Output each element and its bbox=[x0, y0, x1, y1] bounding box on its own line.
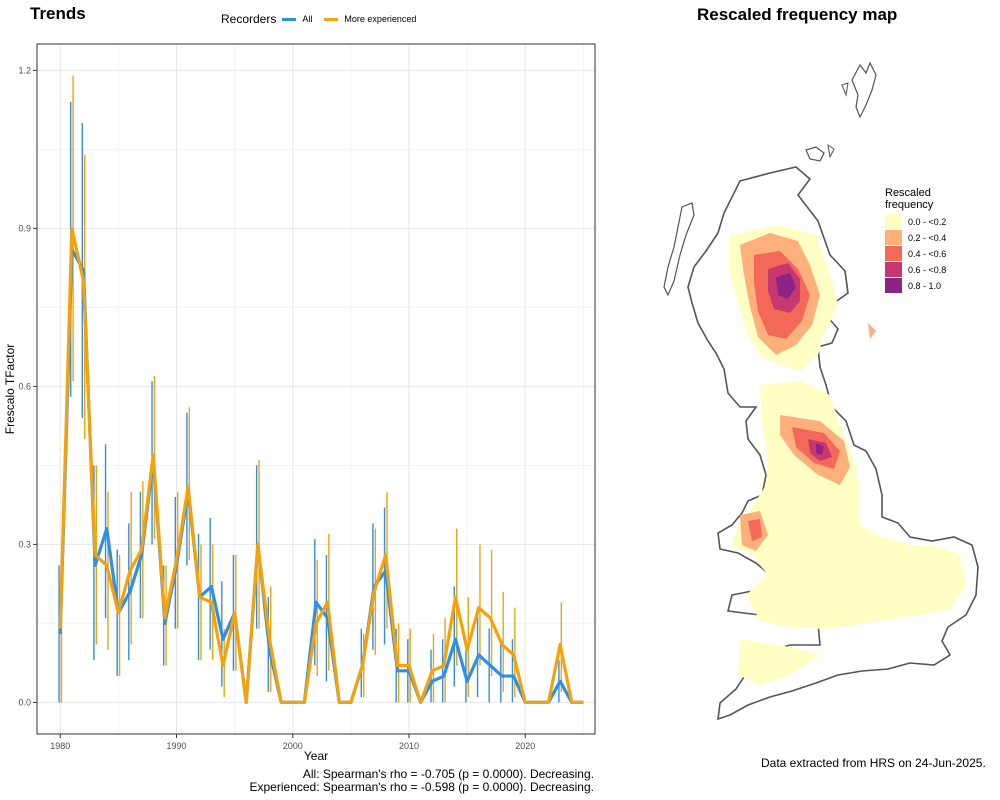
map-legend: Rescaled frequency 0.0 - <0.2 0.2 - <0.4 0… bbox=[885, 187, 946, 294]
y-axis-label: Frescalo TFactor bbox=[3, 344, 17, 434]
plot-frame bbox=[36, 43, 596, 735]
map-legend-title-2: frequency bbox=[885, 199, 934, 211]
map-legend-label: 0.4 - <0.6 bbox=[908, 248, 947, 259]
series-lines bbox=[58, 226, 584, 704]
map-legend-swatch bbox=[885, 214, 902, 229]
y-tick-label: 0.9 bbox=[18, 223, 31, 233]
error-bars bbox=[58, 75, 563, 703]
map-legend-item: 0.0 - <0.2 bbox=[885, 214, 946, 229]
footer-note: Data extracted from HRS on 24-Jun-2025. bbox=[761, 756, 986, 770]
map-legend-item: 0.6 - <0.8 bbox=[885, 262, 946, 277]
legend-label-all: All bbox=[302, 14, 313, 24]
map-legend-label: 0.2 - <0.4 bbox=[908, 232, 947, 243]
frequency-map bbox=[663, 61, 979, 721]
chart-title: Trends bbox=[30, 4, 86, 23]
map-legend-swatch bbox=[885, 278, 902, 293]
stats-all: All: Spearman's rho = -0.705 (p = 0.0000… bbox=[302, 767, 594, 781]
y-tick-label: 0.0 bbox=[18, 697, 31, 707]
map-legend-item: 0.8 - 1.0 bbox=[885, 278, 946, 293]
chart-legend: Recorders All More experienced bbox=[221, 12, 416, 26]
legend-swatch-all bbox=[282, 17, 297, 21]
legend-title: Recorders bbox=[221, 12, 277, 26]
x-tick-label: 2000 bbox=[283, 741, 303, 751]
stats-block: All: Spearman's rho = -0.705 (p = 0.0000… bbox=[250, 768, 595, 794]
y-tick-label: 0.6 bbox=[18, 381, 31, 391]
legend-label-experienced: More experienced bbox=[344, 14, 417, 24]
x-tick-label: 1980 bbox=[50, 741, 70, 751]
map-legend-label: 0.6 - <0.8 bbox=[908, 264, 947, 275]
map-legend-item: 0.2 - <0.4 bbox=[885, 230, 946, 245]
x-tick-label: 1990 bbox=[166, 741, 186, 751]
map-legend-swatch bbox=[885, 246, 902, 261]
shetland-islands bbox=[841, 61, 877, 119]
y-tick-label: 1.2 bbox=[18, 65, 31, 75]
series-line-experienced bbox=[58, 226, 584, 704]
x-axis-label: Year bbox=[304, 749, 328, 763]
series-line-all bbox=[58, 247, 584, 704]
x-tick-label: 2020 bbox=[515, 741, 535, 751]
map-legend-item: 0.4 - <0.6 bbox=[885, 246, 946, 261]
y-tick-label: 0.3 bbox=[18, 539, 31, 549]
map-legend-swatch bbox=[885, 262, 902, 277]
x-tick-label: 2010 bbox=[399, 741, 419, 751]
map-legend-swatch bbox=[885, 230, 902, 245]
outer-hebrides bbox=[663, 202, 695, 297]
orkney-islands bbox=[805, 143, 835, 162]
map-legend-label: 0.8 - 1.0 bbox=[908, 280, 942, 291]
map-title: Rescaled frequency map bbox=[697, 5, 898, 24]
axis-ticks: 1980 1990 2000 2010 2020 0.0 0.3 0.6 0.9 1.2 bbox=[18, 65, 535, 751]
trend-chart: 1980 1990 2000 2010 2020 0.0 0.3 0.6 0.9 1.2 Year… bbox=[3, 43, 596, 763]
stats-experienced: Experienced: Spearman's rho = -0.598 (p … bbox=[249, 780, 595, 794]
map-legend-title-1: Rescaled bbox=[885, 187, 931, 199]
frequency-patches bbox=[730, 225, 966, 685]
map-legend-label: 0.0 - <0.2 bbox=[908, 216, 947, 227]
legend-swatch-experienced bbox=[324, 17, 339, 21]
